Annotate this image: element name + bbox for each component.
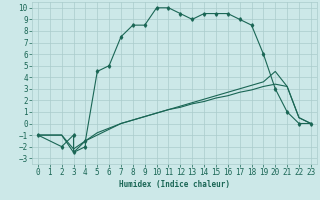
X-axis label: Humidex (Indice chaleur): Humidex (Indice chaleur) bbox=[119, 180, 230, 189]
